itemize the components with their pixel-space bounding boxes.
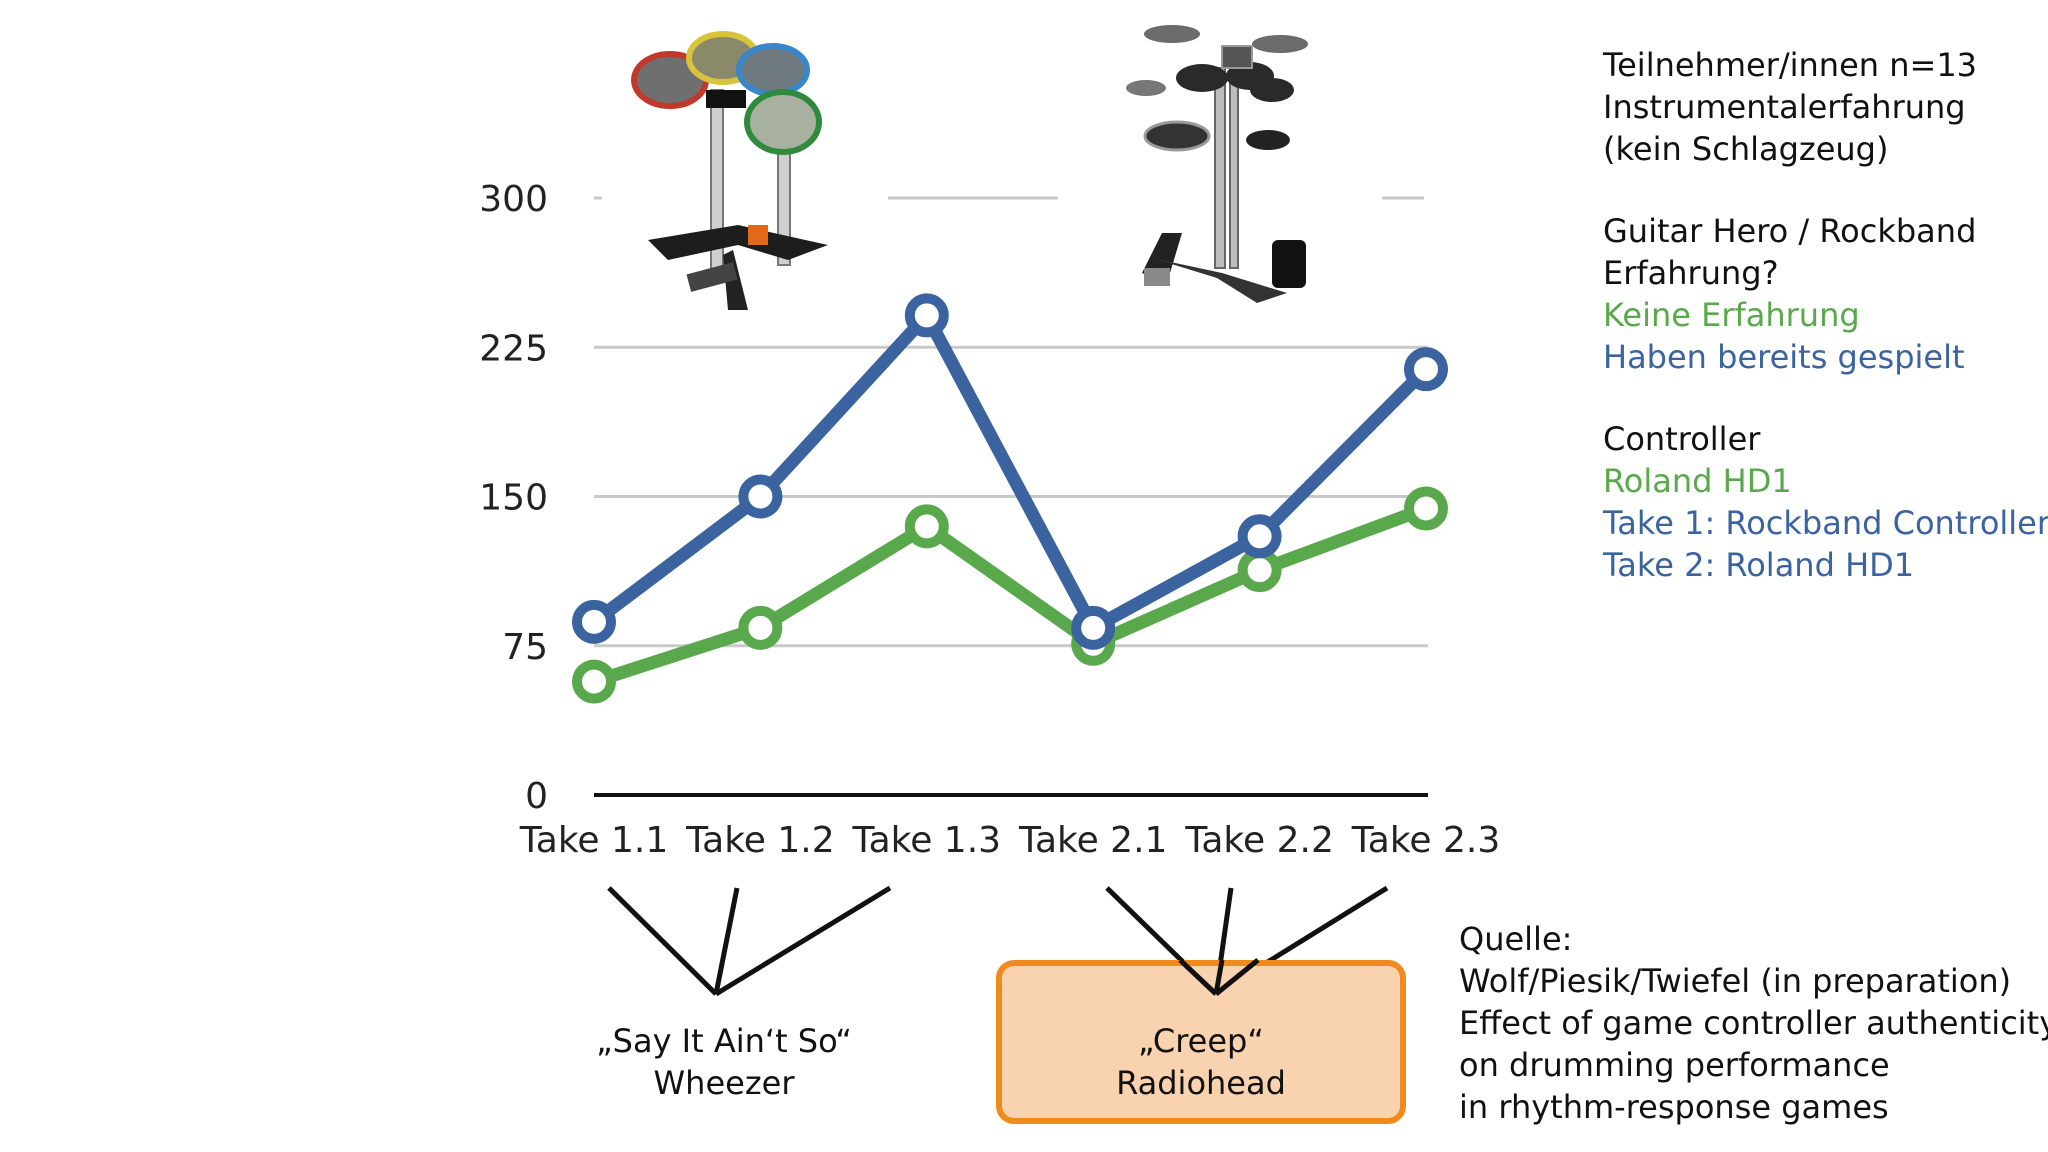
source-panel: Quelle: Wolf/Piesik/Twiefel (in preparat…: [1459, 918, 2048, 1128]
bracket-line: [713, 887, 740, 995]
bracket-line: [714, 885, 892, 997]
data-point: [572, 599, 616, 644]
song-title: „Say It Ain‘t So“: [596, 1022, 852, 1060]
y-tick-label: 225: [479, 328, 548, 369]
data-point: [738, 605, 783, 650]
y-axis-ticks: 0 75 150 225 300: [479, 179, 548, 817]
song-artist: Radiohead: [1116, 1064, 1286, 1102]
series-lines: [572, 293, 1448, 704]
y-tick-label: 150: [479, 478, 548, 519]
data-point: [572, 659, 616, 704]
bracket-line: [607, 886, 718, 996]
participants-line: Instrumentalerfahrung: [1603, 88, 1966, 126]
x-tick-label: Take 2.2: [1184, 820, 1334, 861]
source-line: in rhythm-response games: [1459, 1088, 1889, 1126]
x-tick-label: Take 1.2: [685, 820, 835, 861]
data-point: [738, 474, 783, 519]
source-line: Quelle:: [1459, 920, 1573, 958]
controller-title: Controller: [1603, 420, 1761, 458]
controller-take2: Take 2: Roland HD1: [1603, 546, 1915, 584]
data-point: [904, 504, 949, 549]
x-tick-label: Take 2.1: [1018, 820, 1168, 861]
song-label-creep: „Creep“ Radiohead: [996, 1020, 1406, 1104]
roland-hd1-drum-kit-image: [1126, 25, 1308, 303]
experience-legend: Guitar Hero / Rockband Erfahrung? Keine …: [1603, 210, 2043, 378]
experience-question: Guitar Hero / Rockband: [1603, 212, 1977, 250]
participants-block: Teilnehmer/innen n=13 Instrumentalerfahr…: [1603, 44, 2043, 170]
source-line: Wolf/Piesik/Twiefel (in preparation): [1459, 962, 2012, 1000]
source-line: on drumming performance: [1459, 1046, 1890, 1084]
gridlines: [594, 196, 1428, 797]
song-artist: Wheezer: [653, 1064, 795, 1102]
song-label-say-it-aint-so: „Say It Ain‘t So“ Wheezer: [574, 1020, 874, 1104]
data-point: [1237, 514, 1282, 559]
participants-line: Teilnehmer/innen n=13: [1603, 46, 1978, 84]
legend-blue-series: Haben bereits gespielt: [1603, 338, 1965, 376]
data-point: [1404, 486, 1448, 531]
participants-line: (kein Schlagzeug): [1603, 130, 1889, 168]
experience-question: Erfahrung?: [1603, 254, 1779, 292]
x-axis-ticks: Take 1.1 Take 1.2 Take 1.3 Take 2.1 Take 2.2…: [519, 820, 1501, 861]
x-tick-label: Take 2.3: [1351, 820, 1501, 861]
series-line: [587, 501, 1433, 689]
series-line: [587, 308, 1433, 635]
legend-green-series: Keine Erfahrung: [1603, 296, 1860, 334]
data-point: [1404, 347, 1448, 392]
controller-green: Roland HD1: [1603, 462, 1792, 500]
y-tick-label: 75: [502, 627, 548, 668]
song-title: „Creep“: [1138, 1022, 1264, 1060]
controller-take1: Take 1: Rockband Controller: [1603, 504, 2048, 542]
y-tick-label: 300: [479, 179, 548, 220]
x-tick-label: Take 1.1: [519, 820, 669, 861]
controller-legend: Controller Roland HD1 Take 1: Rockband C…: [1603, 418, 2048, 586]
data-point: [904, 293, 949, 338]
data-point: [1071, 605, 1116, 650]
source-line: Effect of game controller authenticity: [1459, 1004, 2048, 1042]
x-tick-label: Take 1.3: [852, 820, 1002, 861]
info-panel: Teilnehmer/innen n=13 Instrumentalerfahr…: [1603, 44, 2048, 626]
y-tick-label: 0: [525, 776, 548, 817]
rockband-drum-controller-image: [631, 31, 828, 310]
